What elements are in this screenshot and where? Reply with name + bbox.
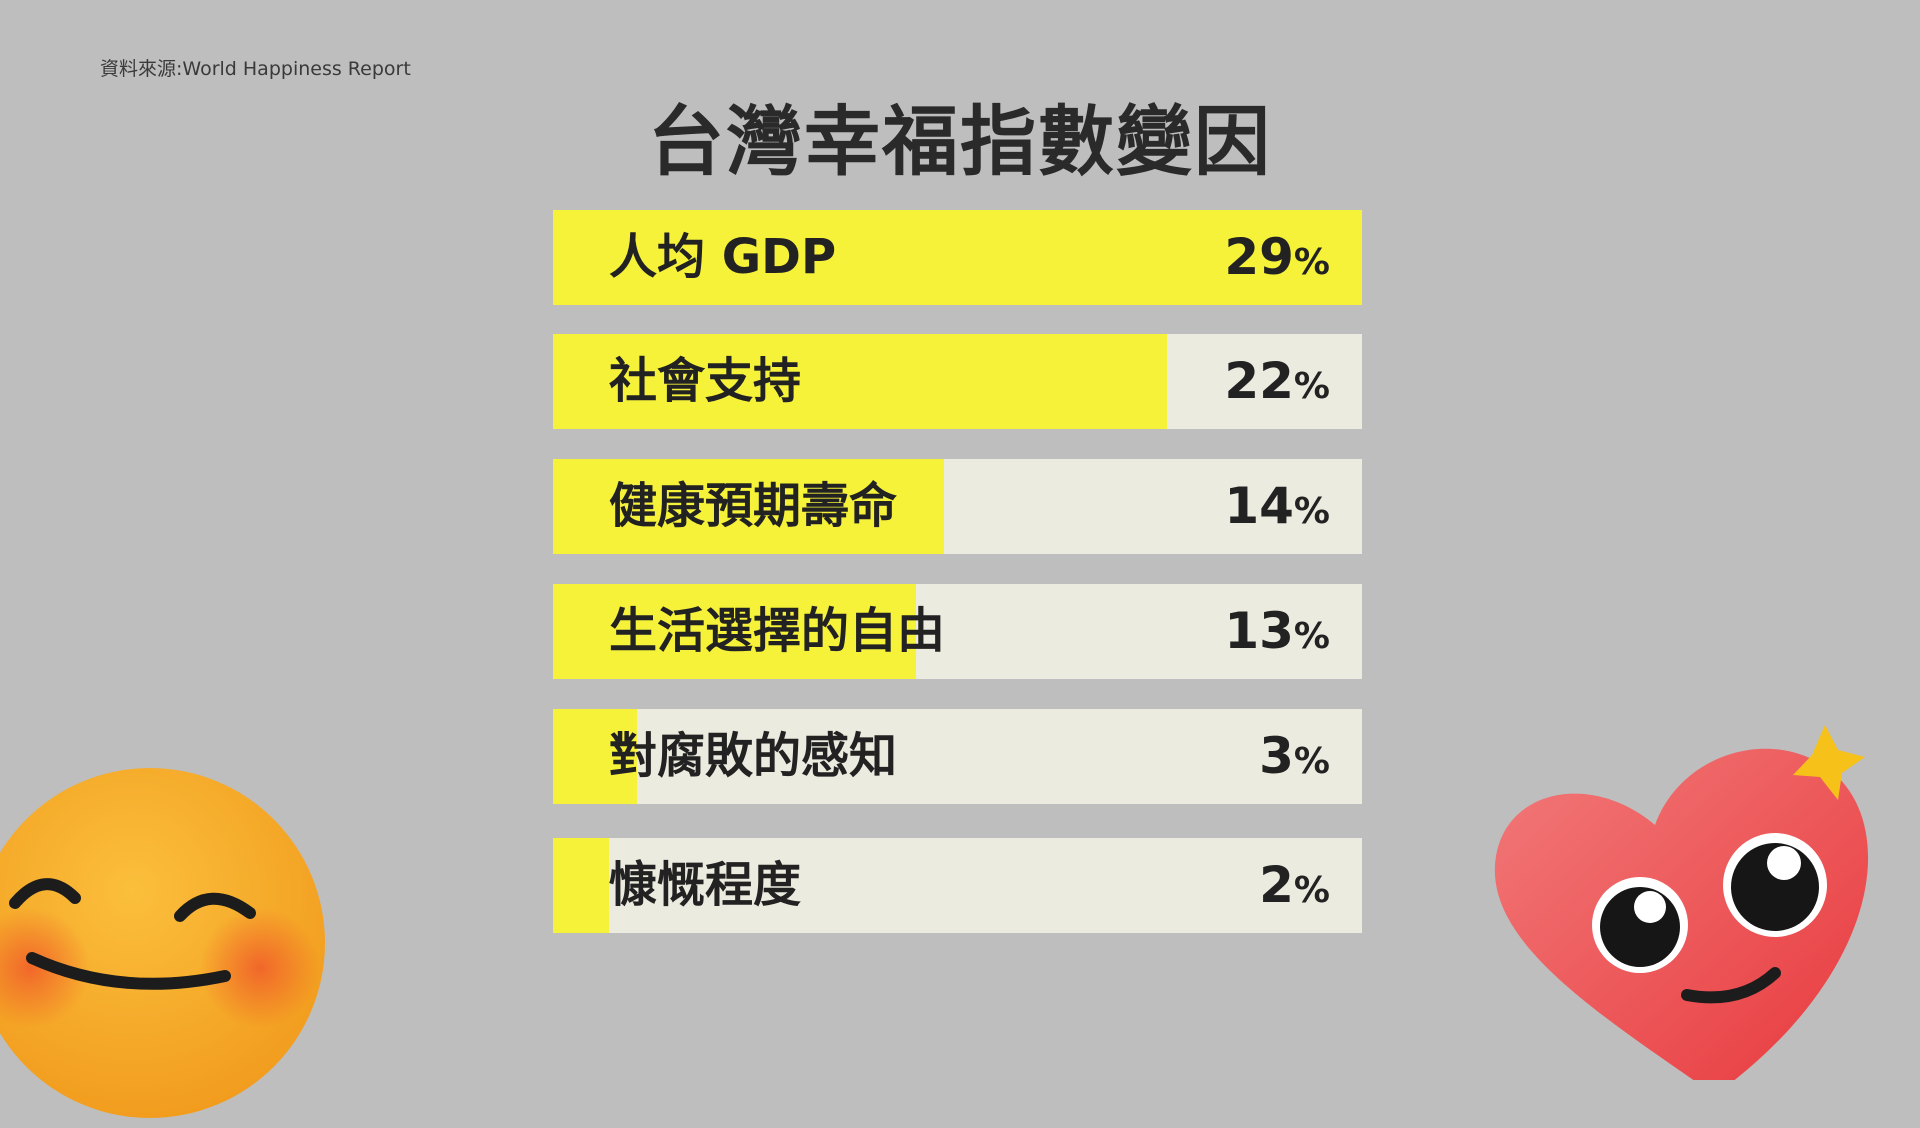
bar-value: 14% bbox=[1224, 459, 1330, 554]
bar-value-unit: % bbox=[1293, 741, 1330, 782]
bar-label: 生活選擇的自由 bbox=[609, 603, 946, 659]
bar-label: 健康預期壽命 bbox=[609, 478, 898, 534]
bar-row: 人均 GDP 29% bbox=[553, 210, 1362, 305]
bar-value-number: 2 bbox=[1259, 856, 1294, 914]
bar-value-number: 13 bbox=[1224, 602, 1294, 660]
bar-value-unit: % bbox=[1293, 870, 1330, 911]
bar-value: 3% bbox=[1259, 709, 1330, 804]
bar-fill bbox=[553, 459, 944, 554]
bar-row: 生活選擇的自由 13% bbox=[553, 584, 1362, 679]
bar-value: 2% bbox=[1259, 838, 1330, 933]
bar-fill bbox=[553, 334, 1167, 429]
bar-label: 對腐敗的感知 bbox=[609, 728, 898, 784]
source-note: 資料來源:World Happiness Report bbox=[100, 58, 411, 80]
bar-value: 13% bbox=[1224, 584, 1330, 679]
bar-row: 慷慨程度 2% bbox=[553, 838, 1362, 933]
bar-row: 社會支持 22% bbox=[553, 334, 1362, 429]
bar-fill bbox=[553, 709, 637, 804]
bar-value-number: 3 bbox=[1259, 727, 1294, 785]
smiling-face-icon bbox=[0, 768, 325, 1118]
bar-value: 22% bbox=[1224, 334, 1330, 429]
bar-value-number: 29 bbox=[1224, 228, 1294, 286]
bar-value-number: 22 bbox=[1224, 352, 1294, 410]
bar-value-unit: % bbox=[1293, 616, 1330, 657]
bar-label: 慷慨程度 bbox=[609, 857, 802, 913]
bar-fill bbox=[553, 838, 609, 933]
bar-row: 對腐敗的感知 3% bbox=[553, 709, 1362, 804]
heart-face-icon bbox=[1494, 725, 1869, 1080]
bar-value-number: 14 bbox=[1224, 477, 1294, 535]
bar-row: 健康預期壽命 14% bbox=[553, 459, 1362, 554]
chart-title: 台灣幸福指數變因 bbox=[648, 97, 1272, 186]
bar-value: 29% bbox=[1224, 210, 1330, 305]
bar-label: 人均 GDP bbox=[609, 229, 837, 285]
bar-value-unit: % bbox=[1293, 242, 1330, 283]
bar-value-unit: % bbox=[1293, 491, 1330, 532]
bar-label: 社會支持 bbox=[609, 353, 802, 409]
bar-fill bbox=[553, 210, 1362, 305]
bar-fill bbox=[553, 584, 916, 679]
bar-value-unit: % bbox=[1293, 366, 1330, 407]
